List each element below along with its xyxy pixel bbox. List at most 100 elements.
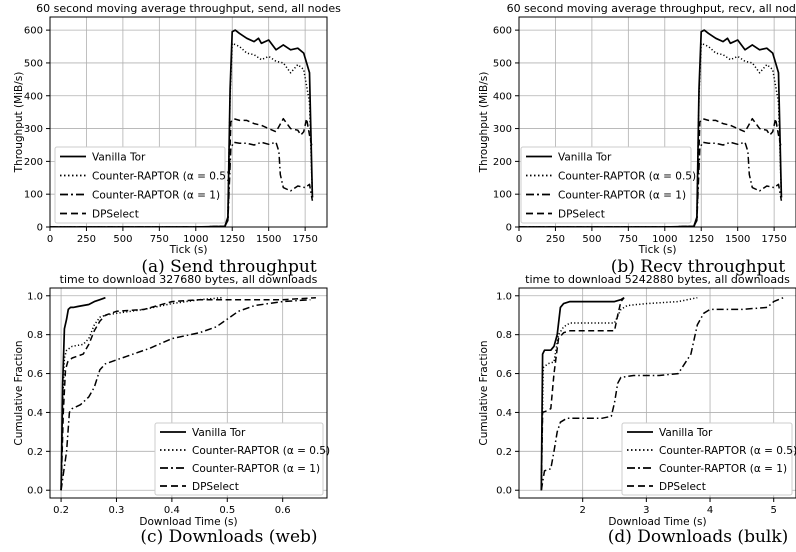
y-tick-label: 400 bbox=[24, 91, 43, 102]
x-tick-label: 0.6 bbox=[275, 505, 291, 516]
legend-entry-1: Vanilla Tor bbox=[558, 151, 612, 163]
x-tick-label: 1250 bbox=[689, 234, 714, 245]
plot-frame bbox=[518, 16, 796, 228]
x-tick-label: 1500 bbox=[256, 234, 281, 245]
legend-frame bbox=[54, 146, 226, 224]
x-tick-label: 2 bbox=[579, 505, 585, 516]
series-line-4 bbox=[60, 296, 316, 491]
plot-frame bbox=[518, 287, 796, 499]
series-line-1 bbox=[519, 29, 783, 227]
y-tick-label: 0.0 bbox=[496, 486, 512, 497]
x-axis-label: Tick (s) bbox=[169, 244, 208, 256]
legend-frame bbox=[621, 422, 793, 496]
y-tick-label: 0.4 bbox=[496, 408, 512, 419]
legend-entry-4: DPSelect bbox=[659, 481, 706, 493]
legend-entry-3: Counter-RAPTOR (α = 1) bbox=[558, 189, 686, 201]
x-tick-label: 500 bbox=[582, 234, 601, 245]
subfigure-caption: (d) Downloads (bulk) bbox=[608, 527, 789, 547]
y-tick-label: 100 bbox=[24, 190, 43, 201]
x-tick-label: 1750 bbox=[292, 234, 317, 245]
x-tick-label: 3 bbox=[643, 505, 649, 516]
y-tick-label: 0 bbox=[37, 223, 43, 234]
y-tick-label: 500 bbox=[493, 58, 512, 69]
series-group bbox=[519, 29, 783, 227]
chart-panel-1: 0 250 500 750 1000 1250 1500 1750 0 100 200 300 400 5… bbox=[13, 2, 341, 277]
series-line-1 bbox=[540, 296, 625, 491]
legend-entry-1: Vanilla Tor bbox=[659, 427, 713, 439]
x-tick-label: 0 bbox=[47, 234, 53, 245]
x-tick-label: 4 bbox=[707, 505, 713, 516]
legend-entry-2: Counter-RAPTOR (α = 0.5) bbox=[192, 445, 330, 457]
chart-title: time to download 327680 bytes, all downl… bbox=[60, 273, 318, 286]
series-line-3 bbox=[60, 298, 311, 491]
chart-panel-4: 2 3 4 5 0.0 0.2 0.4 0.6 0.8 1.0 time to download 5… bbox=[478, 273, 796, 547]
legend-entry-2: Counter-RAPTOR (α = 0.5) bbox=[558, 170, 696, 182]
series-line-1 bbox=[50, 29, 314, 227]
series-line-1 bbox=[60, 296, 106, 491]
y-tick-label: 400 bbox=[493, 91, 512, 102]
y-tick-label: 0.6 bbox=[496, 369, 512, 380]
series-line-3 bbox=[540, 297, 784, 491]
y-axis-label: Cumulative Fraction bbox=[13, 340, 25, 445]
y-tick-label: 0.6 bbox=[27, 369, 43, 380]
legend: Vanilla Tor Counter-RAPTOR (α = 0.5) Count… bbox=[520, 146, 696, 224]
legend-entry-4: DPSelect bbox=[558, 208, 605, 220]
series-line-2 bbox=[60, 296, 222, 491]
y-tick-label: 200 bbox=[24, 157, 43, 168]
x-tick-label: 0.4 bbox=[164, 505, 180, 516]
x-axis-label: Download Time (s) bbox=[139, 516, 237, 528]
legend-entry-3: Counter-RAPTOR (α = 1) bbox=[92, 189, 220, 201]
legend-frame bbox=[154, 422, 324, 496]
x-tick-label: 0 bbox=[516, 234, 522, 245]
y-axis-label: Throughput (MiB/s) bbox=[478, 72, 490, 174]
legend: Vanilla Tor Counter-RAPTOR (α = 0.5) Count… bbox=[54, 146, 230, 224]
y-tick-label: 0.2 bbox=[27, 447, 43, 458]
y-tick-label: 300 bbox=[24, 124, 43, 135]
series-line-2 bbox=[540, 296, 698, 491]
y-tick-label: 1.0 bbox=[27, 291, 43, 302]
series-group bbox=[50, 29, 314, 227]
series-group bbox=[540, 296, 784, 491]
series-line-4 bbox=[50, 117, 314, 227]
y-tick-label: 200 bbox=[493, 157, 512, 168]
x-tick-label: 0.2 bbox=[53, 505, 69, 516]
legend-entry-2: Counter-RAPTOR (α = 0.5) bbox=[92, 170, 230, 182]
y-tick-label: 500 bbox=[24, 58, 43, 69]
y-tick-label: 600 bbox=[24, 26, 43, 37]
series-line-4 bbox=[540, 297, 625, 491]
legend-entry-1: Vanilla Tor bbox=[192, 427, 246, 439]
legend-entry-2: Counter-RAPTOR (α = 0.5) bbox=[659, 445, 796, 457]
y-tick-label: 1.0 bbox=[496, 291, 512, 302]
x-tick-label: 750 bbox=[150, 234, 169, 245]
y-tick-label: 0.2 bbox=[496, 447, 512, 458]
x-tick-label: 750 bbox=[619, 234, 638, 245]
chart-panel-3: 0.2 0.3 0.4 0.5 0.6 0.0 0.2 0.4 0.6 0.8 1.0 time to… bbox=[13, 273, 330, 547]
legend-entry-4: DPSelect bbox=[92, 208, 139, 220]
x-tick-label: 250 bbox=[77, 234, 96, 245]
chart-title: 60 second moving average throughput, rec… bbox=[507, 2, 796, 15]
subfigure-caption: (a) Send throughput bbox=[141, 257, 316, 277]
x-tick-label: 250 bbox=[546, 234, 565, 245]
x-tick-label: 1500 bbox=[725, 234, 750, 245]
x-axis-label: Tick (s) bbox=[638, 244, 677, 256]
chart-panel-2: 0 250 500 750 1000 1250 1500 1750 0 100 200 300 400 5… bbox=[478, 2, 796, 277]
x-tick-label: 0.3 bbox=[109, 505, 125, 516]
plot-frame bbox=[49, 16, 328, 228]
chart-title: time to download 5242880 bytes, all down… bbox=[525, 273, 790, 286]
subfigure-caption: (c) Downloads (web) bbox=[140, 527, 317, 547]
y-tick-label: 0 bbox=[506, 223, 512, 234]
y-tick-label: 0.8 bbox=[496, 330, 512, 341]
x-tick-label: 1000 bbox=[183, 234, 208, 245]
series-group bbox=[60, 296, 316, 491]
legend-entry-1: Vanilla Tor bbox=[92, 151, 146, 163]
y-axis-label: Throughput (MiB/s) bbox=[13, 72, 25, 174]
x-tick-label: 0.5 bbox=[219, 505, 235, 516]
y-tick-label: 100 bbox=[493, 190, 512, 201]
x-tick-label: 1000 bbox=[652, 234, 677, 245]
y-axis-label: Cumulative Fraction bbox=[478, 340, 490, 445]
legend-frame bbox=[520, 146, 692, 224]
legend-entry-4: DPSelect bbox=[192, 481, 239, 493]
x-tick-label: 1250 bbox=[220, 234, 245, 245]
x-axis-label: Download Time (s) bbox=[608, 516, 706, 528]
